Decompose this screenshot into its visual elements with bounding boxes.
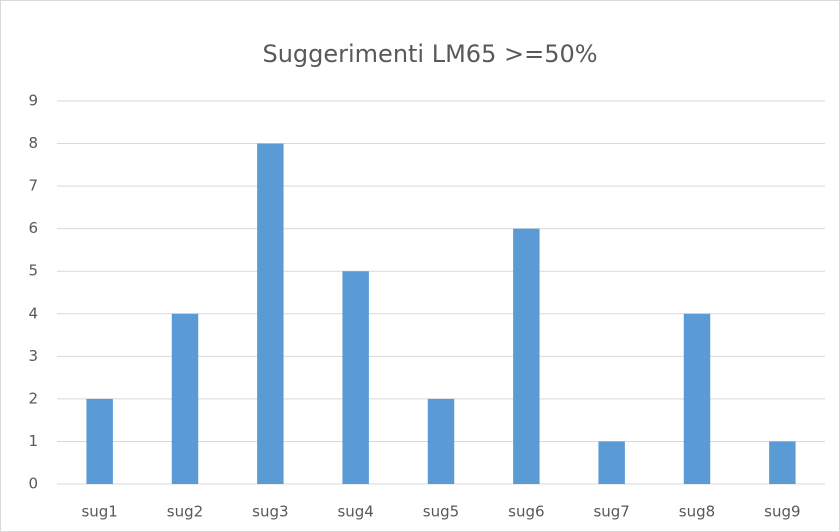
y-tick-label: 4 — [28, 304, 38, 322]
y-tick-label: 9 — [28, 92, 38, 110]
y-tick-label: 5 — [28, 262, 38, 280]
y-tick-label: 1 — [28, 432, 38, 450]
bar — [171, 313, 199, 484]
x-tick-label: sug1 — [81, 503, 117, 521]
y-tick-label: 0 — [28, 475, 38, 493]
y-tick-label: 7 — [28, 177, 38, 195]
bar — [769, 441, 796, 484]
x-tick-label: sug5 — [423, 503, 459, 521]
x-tick-label: sug9 — [764, 503, 800, 521]
bar — [342, 271, 369, 484]
bar — [257, 143, 284, 485]
x-tick-label: sug2 — [167, 503, 203, 521]
y-tick-label: 8 — [28, 134, 38, 152]
x-tick-label: sug6 — [508, 503, 544, 521]
bar — [683, 313, 711, 484]
bar — [427, 398, 455, 484]
x-tick-label: sug4 — [337, 503, 373, 521]
x-tick-label: sug3 — [252, 503, 288, 521]
y-tick-label: 3 — [28, 347, 38, 365]
bar — [86, 398, 113, 484]
y-tick-label: 2 — [28, 389, 38, 407]
bar — [598, 441, 625, 484]
x-tick-label: sug8 — [679, 503, 715, 521]
chart-title: Suggerimenti LM65 >=50% — [262, 40, 597, 68]
y-tick-label: 6 — [28, 219, 38, 237]
bar — [513, 228, 540, 484]
x-tick-label: sug7 — [593, 503, 629, 521]
